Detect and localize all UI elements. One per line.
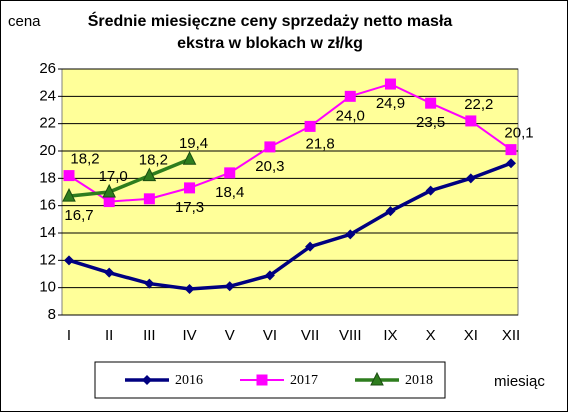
data-point [184, 284, 195, 295]
y-tick-label: 14 [39, 224, 56, 241]
y-tick-label: 16 [39, 197, 56, 214]
data-point [506, 158, 516, 169]
legend-marker [370, 371, 384, 386]
data-label: 16,7 [64, 207, 93, 224]
data-point [64, 255, 74, 266]
data-point [63, 170, 75, 182]
x-tick-label: V [225, 327, 235, 344]
data-point [103, 196, 115, 208]
data-label: 18,2 [139, 152, 168, 169]
data-point [142, 167, 157, 182]
x-tick-label: X [426, 327, 436, 344]
y-tick-label: 26 [39, 60, 56, 77]
data-label: 24,9 [376, 95, 405, 112]
data-point [425, 97, 437, 109]
x-tick-label: VII [301, 327, 319, 344]
data-point [384, 78, 396, 90]
x-tick-label: VI [263, 327, 277, 344]
data-point [184, 182, 196, 194]
data-point [344, 90, 356, 102]
data-label: 20,3 [255, 158, 284, 175]
series-line [68, 157, 191, 198]
data-point [505, 144, 517, 156]
data-label: 21,8 [305, 135, 334, 152]
legend-label: 2016 [175, 373, 203, 388]
data-point [144, 278, 155, 289]
data-point [345, 229, 356, 240]
y-tick-label: 24 [39, 87, 56, 104]
data-point [104, 267, 115, 278]
data-point [224, 281, 235, 292]
data-point [305, 241, 316, 252]
data-point [304, 120, 316, 132]
x-axis-label: miesiąc [494, 373, 545, 390]
data-label: 17,3 [175, 199, 204, 216]
series-line [68, 82, 512, 203]
data-point [465, 173, 476, 184]
chart-title: Średnie miesięczne ceny sprzedaży netto … [88, 11, 453, 30]
data-point [465, 115, 477, 127]
y-tick-label: 22 [39, 115, 56, 132]
y-tick-label: 20 [39, 142, 56, 159]
data-point [425, 185, 436, 196]
x-tick-label: II [105, 327, 113, 344]
series-line [68, 161, 512, 291]
x-tick-label: IX [383, 327, 397, 344]
data-point [264, 270, 275, 281]
data-point [62, 187, 76, 202]
data-point [264, 141, 276, 153]
data-label: 18,2 [70, 151, 99, 168]
y-tick-label: 10 [39, 279, 56, 296]
data-point [224, 167, 236, 179]
data-label: 22,2 [464, 96, 493, 113]
data-label: 23,5 [416, 114, 445, 131]
x-tick-label: IV [182, 327, 196, 344]
data-point [102, 183, 116, 198]
x-tick-label: VIII [339, 327, 362, 344]
data-label: 17,0 [99, 168, 128, 185]
x-tick-label: I [67, 327, 71, 344]
x-tick-label: XI [464, 327, 478, 344]
y-tick-label: 12 [39, 251, 56, 268]
x-tick-label: III [143, 327, 156, 344]
data-label: 18,4 [215, 184, 244, 201]
data-point [182, 151, 197, 165]
data-label: 24,0 [336, 107, 365, 124]
y-tick-label: 18 [39, 169, 56, 186]
data-point [143, 193, 155, 205]
legend-marker [256, 374, 268, 386]
y-axis-label: cena [8, 13, 41, 30]
chart-title: ekstra w blokach w zł/kg [177, 35, 363, 52]
legend-label: 2017 [290, 373, 318, 388]
data-label: 19,4 [179, 135, 208, 152]
legend-label: 2018 [405, 373, 433, 388]
y-tick-label: 8 [48, 306, 56, 323]
data-label: 20,1 [504, 125, 533, 142]
x-tick-label: XII [502, 327, 520, 344]
data-point [385, 206, 396, 217]
legend-marker [142, 375, 152, 385]
